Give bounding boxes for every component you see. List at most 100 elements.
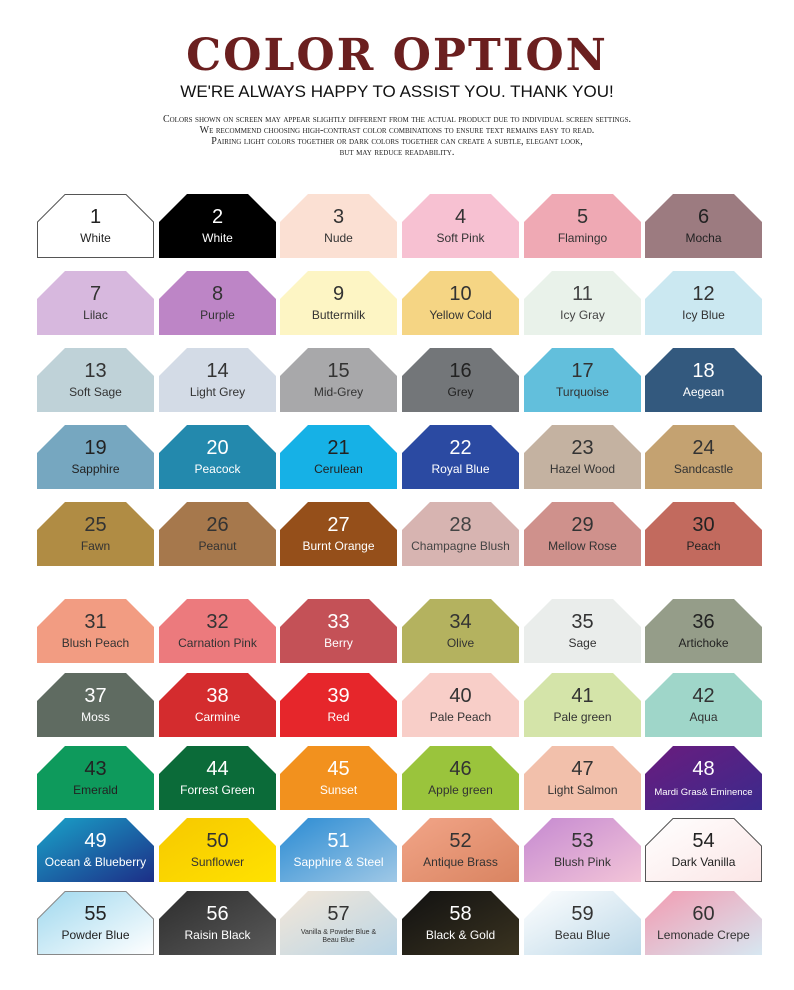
- swatch-59[interactable]: 59 Beau Blue: [524, 891, 641, 955]
- swatch-shape: [524, 348, 641, 412]
- swatch-60[interactable]: 60 Lemonade Crepe: [645, 891, 762, 955]
- swatch-47[interactable]: 47 Light Salmon: [524, 746, 641, 810]
- swatch-44[interactable]: 44 Forrest Green: [159, 746, 276, 810]
- swatch-name: Peach: [686, 539, 721, 553]
- swatch-name: Olive: [446, 636, 475, 650]
- swatch-50[interactable]: 50 Sunflower: [159, 818, 276, 882]
- swatch-name: Antique Brass: [423, 855, 498, 869]
- swatch-name: Buttermilk: [311, 308, 366, 322]
- swatch-name: Cerulean: [314, 462, 363, 476]
- swatch-shape: [280, 425, 397, 489]
- swatch-name: Emerald: [73, 783, 118, 797]
- swatch-5[interactable]: 5 Flamingo: [524, 194, 641, 258]
- swatch-37[interactable]: 37 Moss: [37, 673, 154, 737]
- swatch-52[interactable]: 52 Antique Brass: [402, 818, 519, 882]
- swatch-6[interactable]: 6 Mocha: [645, 194, 762, 258]
- swatch-number: 45: [327, 758, 350, 780]
- swatch-shape: [37, 348, 154, 412]
- swatch-15[interactable]: 15 Mid-Grey: [280, 348, 397, 412]
- swatch-16[interactable]: 16 Grey: [402, 348, 519, 412]
- swatch-35[interactable]: 35 Sage: [524, 599, 641, 663]
- swatch-number: 58: [449, 903, 472, 925]
- swatch-name: Carnation Pink: [178, 636, 257, 650]
- swatch-36[interactable]: 36 Artichoke: [645, 599, 762, 663]
- swatch-shape: [159, 818, 276, 882]
- swatch-shape: [524, 746, 641, 810]
- swatch-8[interactable]: 8 Purple: [159, 271, 276, 335]
- swatch-46[interactable]: 46 Apple green: [402, 746, 519, 810]
- swatch-number: 52: [449, 830, 472, 852]
- swatch-29[interactable]: 29 Mellow Rose: [524, 502, 641, 566]
- swatch-4[interactable]: 4 Soft Pink: [402, 194, 519, 258]
- swatch-56[interactable]: 56 Raisin Black: [159, 891, 276, 955]
- page-title: COLOR OPTION: [186, 30, 608, 81]
- swatch-27[interactable]: 27 Burnt Orange: [280, 502, 397, 566]
- swatch-33[interactable]: 33 Berry: [280, 599, 397, 663]
- swatch-name: Dark Vanilla: [671, 855, 736, 869]
- swatch-name: Sunset: [319, 783, 358, 797]
- swatch-20[interactable]: 20 Peacock: [159, 425, 276, 489]
- swatch-22[interactable]: 22 Royal Blue: [402, 425, 519, 489]
- swatch-10[interactable]: 10 Yellow Cold: [402, 271, 519, 335]
- swatch-18[interactable]: 18 Aegean: [645, 348, 762, 412]
- swatch-57[interactable]: 57 Vanilla & Powder Blue & Beau Blue: [280, 891, 397, 955]
- swatch-26[interactable]: 26 Peanut: [159, 502, 276, 566]
- swatch-number: 25: [84, 514, 107, 536]
- swatch-shape: [159, 271, 276, 335]
- swatch-19[interactable]: 19 Sapphire: [37, 425, 154, 489]
- swatch-31[interactable]: 31 Blush Peach: [37, 599, 154, 663]
- swatch-14[interactable]: 14 Light Grey: [159, 348, 276, 412]
- swatch-25[interactable]: 25 Fawn: [37, 502, 154, 566]
- swatch-number: 17: [571, 360, 594, 382]
- swatch-28[interactable]: 28 Champagne Blush: [402, 502, 519, 566]
- swatch-17[interactable]: 17 Turquoise: [524, 348, 641, 412]
- swatch-number: 29: [571, 514, 594, 536]
- swatch-shape: [402, 891, 519, 955]
- swatch-23[interactable]: 23 Hazel Wood: [524, 425, 641, 489]
- swatch-58[interactable]: 58 Black & Gold: [402, 891, 519, 955]
- swatch-43[interactable]: 43 Emerald: [37, 746, 154, 810]
- swatch-48[interactable]: 48 Mardi Gras& Eminence: [645, 746, 762, 810]
- swatch-32[interactable]: 32 Carnation Pink: [159, 599, 276, 663]
- swatch-42[interactable]: 42 Aqua: [645, 673, 762, 737]
- swatch-name: Black & Gold: [425, 928, 496, 942]
- swatch-11[interactable]: 11 Icy Gray: [524, 271, 641, 335]
- swatch-30[interactable]: 30 Peach: [645, 502, 762, 566]
- swatch-9[interactable]: 9 Buttermilk: [280, 271, 397, 335]
- swatch-49[interactable]: 49 Ocean & Blueberry: [37, 818, 154, 882]
- swatch-53[interactable]: 53 Blush Pink: [524, 818, 641, 882]
- swatch-3[interactable]: 3 Nude: [280, 194, 397, 258]
- swatch-name: Mocha: [685, 231, 722, 245]
- swatch-number: 48: [692, 758, 715, 780]
- swatch-name: Fawn: [80, 539, 111, 553]
- swatch-45[interactable]: 45 Sunset: [280, 746, 397, 810]
- swatch-shape: [37, 818, 154, 882]
- swatch-number: 54: [692, 830, 715, 852]
- swatch-41[interactable]: 41 Pale green: [524, 673, 641, 737]
- swatch-7[interactable]: 7 Lilac: [37, 271, 154, 335]
- swatch-24[interactable]: 24 Sandcastle: [645, 425, 762, 489]
- swatch-number: 5: [576, 206, 589, 228]
- swatch-12[interactable]: 12 Icy Blue: [645, 271, 762, 335]
- note-line: Colors shown on screen may appear slight…: [162, 114, 632, 125]
- swatch-shape: [645, 425, 762, 489]
- swatch-1[interactable]: 1 White: [37, 194, 154, 258]
- swatch-54[interactable]: 54 Dark Vanilla: [645, 818, 762, 882]
- swatch-34[interactable]: 34 Olive: [402, 599, 519, 663]
- swatch-number: 51: [327, 830, 350, 852]
- swatch-shape: [37, 425, 154, 489]
- swatch-38[interactable]: 38 Carmine: [159, 673, 276, 737]
- swatch-shape: [524, 502, 641, 566]
- swatch-40[interactable]: 40 Pale Peach: [402, 673, 519, 737]
- swatch-55[interactable]: 55 Powder Blue: [37, 891, 154, 955]
- swatch-21[interactable]: 21 Cerulean: [280, 425, 397, 489]
- swatch-2[interactable]: 2 White: [159, 194, 276, 258]
- swatch-number: 40: [449, 685, 472, 707]
- swatch-number: 35: [571, 611, 594, 633]
- swatch-name: Pale Peach: [429, 710, 492, 724]
- swatch-51[interactable]: 51 Sapphire & Steel: [280, 818, 397, 882]
- swatch-39[interactable]: 39 Red: [280, 673, 397, 737]
- swatch-name: Berry: [324, 636, 353, 650]
- swatch-13[interactable]: 13 Soft Sage: [37, 348, 154, 412]
- swatch-number: 44: [206, 758, 229, 780]
